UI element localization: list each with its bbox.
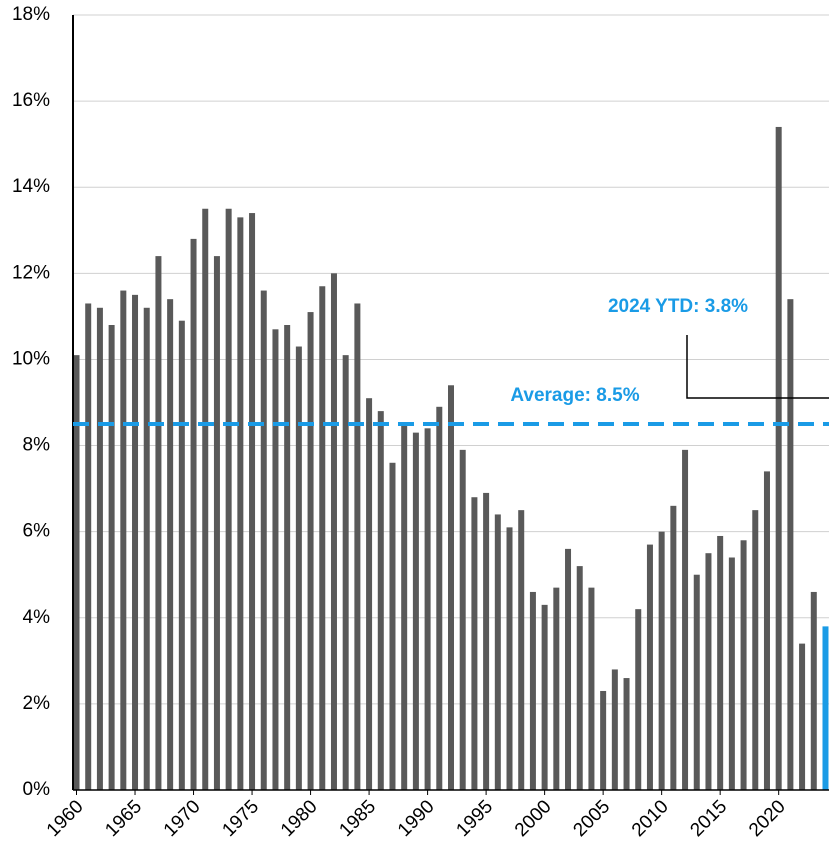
x-tick-label: 1985 bbox=[335, 796, 380, 841]
y-tick-label: 18% bbox=[12, 4, 50, 25]
x-tick-label: 1990 bbox=[394, 796, 439, 841]
bar bbox=[132, 294, 139, 790]
bar bbox=[670, 505, 677, 790]
bar bbox=[448, 385, 454, 790]
bar bbox=[740, 540, 747, 790]
bar bbox=[249, 213, 256, 791]
bar bbox=[553, 587, 560, 790]
y-tick-label: 16% bbox=[12, 90, 50, 111]
bar bbox=[284, 325, 291, 790]
bar bbox=[822, 626, 829, 790]
bar bbox=[377, 411, 384, 790]
bar bbox=[412, 432, 419, 790]
bar bbox=[330, 273, 337, 790]
bar bbox=[225, 208, 232, 790]
bar bbox=[646, 544, 653, 790]
x-tick-label: 2010 bbox=[628, 796, 673, 841]
bar bbox=[588, 587, 595, 790]
bar bbox=[623, 678, 630, 790]
bar bbox=[143, 307, 150, 790]
y-tick-label: 4% bbox=[23, 607, 51, 628]
bar bbox=[342, 355, 349, 790]
x-tick-label: 1965 bbox=[101, 796, 146, 841]
bar bbox=[354, 303, 361, 790]
bar bbox=[389, 462, 396, 790]
bar bbox=[565, 548, 572, 790]
bar bbox=[810, 591, 817, 790]
bar bbox=[494, 514, 501, 790]
bar bbox=[459, 449, 466, 790]
bar bbox=[658, 531, 665, 790]
bar bbox=[799, 643, 806, 790]
bar bbox=[529, 591, 536, 790]
bar bbox=[319, 286, 326, 790]
bar bbox=[728, 557, 735, 790]
y-tick-label: 6% bbox=[23, 521, 51, 542]
x-tick-label: 2020 bbox=[745, 796, 790, 841]
bar bbox=[155, 256, 162, 791]
y-tick-label: 10% bbox=[12, 348, 50, 369]
bar bbox=[96, 307, 103, 790]
bar bbox=[693, 574, 700, 790]
average-label: Average: 8.5% bbox=[510, 385, 639, 406]
bar bbox=[471, 497, 478, 790]
bar bbox=[705, 553, 712, 790]
y-tick-label: 0% bbox=[23, 779, 51, 800]
bar bbox=[635, 609, 642, 790]
bar bbox=[752, 510, 759, 790]
x-tick-label: 1995 bbox=[452, 796, 497, 841]
bar bbox=[611, 669, 618, 790]
bar bbox=[787, 299, 794, 790]
x-tick-label: 2015 bbox=[686, 796, 731, 841]
x-tick-label: 1960 bbox=[43, 796, 88, 841]
bar bbox=[576, 566, 583, 790]
bar bbox=[541, 604, 548, 790]
bar bbox=[108, 325, 115, 790]
bar bbox=[295, 346, 302, 790]
annotation: 2024 YTD: 3.8% bbox=[608, 296, 748, 317]
leader-line bbox=[686, 335, 829, 399]
bar bbox=[436, 406, 443, 790]
y-tick-label: 8% bbox=[23, 435, 51, 456]
bar bbox=[307, 312, 314, 790]
bar bbox=[775, 126, 782, 790]
bar bbox=[260, 290, 267, 790]
bar bbox=[483, 492, 490, 790]
x-tick-label: 1970 bbox=[160, 796, 205, 841]
bar bbox=[237, 217, 244, 791]
bar bbox=[178, 320, 185, 790]
bar bbox=[518, 510, 525, 790]
bar bbox=[120, 290, 127, 790]
bar bbox=[272, 329, 279, 790]
x-tick-label: 1975 bbox=[218, 796, 263, 841]
bar bbox=[682, 449, 689, 790]
bar bbox=[190, 238, 197, 790]
bar bbox=[401, 424, 408, 790]
bar bbox=[763, 471, 770, 790]
bar bbox=[73, 355, 80, 790]
bar bbox=[213, 256, 220, 791]
x-tick-label: 2000 bbox=[511, 796, 556, 841]
bar bbox=[167, 299, 174, 790]
bar bbox=[424, 428, 431, 790]
x-tick-label: 1980 bbox=[277, 796, 322, 841]
bar bbox=[202, 208, 209, 790]
y-tick-label: 2% bbox=[23, 693, 51, 714]
bar bbox=[717, 535, 724, 790]
bar bbox=[600, 690, 607, 790]
x-tick-label: 2005 bbox=[569, 796, 614, 841]
y-tick-label: 12% bbox=[12, 262, 50, 283]
bar bbox=[506, 527, 513, 790]
bar bbox=[85, 303, 92, 790]
bar bbox=[366, 398, 373, 790]
y-tick-label: 14% bbox=[12, 176, 50, 197]
